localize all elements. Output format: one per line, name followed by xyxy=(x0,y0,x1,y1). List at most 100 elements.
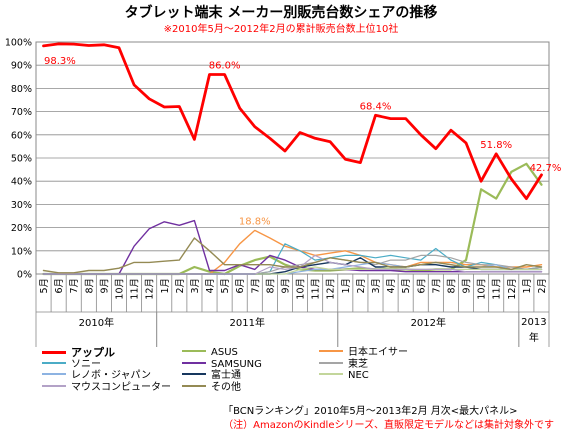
line-chart: 0%10%20%30%40%50%60%70%80%90%100%5月 6月 7月 8… xyxy=(5,38,562,347)
legend-label: レノボ・ジャパン xyxy=(71,370,151,381)
x-tick-label: 9月 xyxy=(280,278,291,294)
year-label: 2010年 xyxy=(79,316,114,329)
legend-label: 日本エイサー xyxy=(348,347,408,358)
x-tick-label: 8月 xyxy=(446,278,457,294)
x-tick-label: 2月 xyxy=(175,278,186,294)
legend-item: ASUS xyxy=(182,347,238,358)
y-tick-label: 0% xyxy=(17,270,32,281)
legend-label: マウスコンピューター xyxy=(71,381,171,393)
legend-item: レノボ・ジャパン xyxy=(42,370,151,381)
legend-label: アップル xyxy=(71,346,115,359)
y-tick-label: 60% xyxy=(11,130,32,141)
series-line xyxy=(42,237,543,274)
year-label-suffix: 年 xyxy=(529,331,539,344)
legend-item: その他 xyxy=(182,382,241,393)
x-tick-label: 5月 xyxy=(401,278,412,294)
y-tick-label: 70% xyxy=(11,107,32,118)
data-label: 68.4% xyxy=(360,101,392,112)
x-tick-label: 10月 xyxy=(477,278,488,300)
legend-item: 日本エイサー xyxy=(319,347,408,358)
legend-item: 東芝 xyxy=(319,359,368,370)
y-tick-label: 40% xyxy=(11,177,32,188)
legend-label: その他 xyxy=(211,381,241,393)
data-label: 51.8% xyxy=(480,140,512,151)
x-tick-label: 6月 xyxy=(416,278,427,294)
y-tick-label: 90% xyxy=(11,61,32,72)
x-tick-label: 9月 xyxy=(99,278,110,294)
legend-item: 富士通 xyxy=(182,370,241,381)
year-label: 2013 xyxy=(521,317,546,328)
legend-item: ソニー xyxy=(42,359,101,370)
legend-swatch xyxy=(182,373,206,375)
x-tick-label: 7月 xyxy=(431,278,442,294)
legend-label: SAMSUNG xyxy=(211,358,262,370)
y-tick-label: 80% xyxy=(11,84,32,95)
data-label: 98.3% xyxy=(44,56,76,67)
x-tick-label: 2月 xyxy=(356,278,367,294)
legend-swatch xyxy=(182,361,206,364)
legend-swatch xyxy=(319,361,343,364)
x-tick-label: 12月 xyxy=(507,278,518,300)
legend-swatch xyxy=(42,384,66,387)
y-tick-label: 50% xyxy=(11,154,32,165)
y-tick-label: 10% xyxy=(11,246,32,257)
x-tick-label: 4月 xyxy=(205,278,216,294)
legend-swatch xyxy=(42,373,66,375)
data-label: 42.7% xyxy=(530,163,562,174)
x-tick-label: 6月 xyxy=(235,278,246,294)
data-label: 86.0% xyxy=(209,60,241,71)
series-line xyxy=(42,219,543,275)
x-tick-label: 12月 xyxy=(326,278,337,300)
legend-item: アップル xyxy=(42,347,115,359)
y-tick-label: 100% xyxy=(5,38,32,49)
notes: 「BCNランキング」2010年5月～2013年2月 月次<最大パネル> （注）A… xyxy=(223,405,554,433)
x-tick-label: 1月 xyxy=(522,278,533,294)
series-line xyxy=(42,42,543,201)
x-tick-label: 12月 xyxy=(145,278,156,300)
x-tick-label: 5月 xyxy=(39,278,50,294)
x-tick-label: 5月 xyxy=(220,278,231,294)
x-tick-label: 8月 xyxy=(265,278,276,294)
year-label: 2012年 xyxy=(411,316,446,329)
data-label: 18.8% xyxy=(239,216,271,227)
source-note: 「BCNランキング」2010年5月～2013年2月 月次<最大パネル> xyxy=(223,406,518,417)
x-tick-label: 10月 xyxy=(296,278,307,300)
chart-subtitle: ※2010年5月～2012年2月の累計販売台数上位10社 xyxy=(163,24,399,35)
x-tick-label: 11月 xyxy=(492,278,503,300)
disclaimer-note: （注）AmazonのKindleシリーズ、直販限定モデルなどは集計対象外です xyxy=(223,420,554,431)
x-tick-label: 4月 xyxy=(386,278,397,294)
x-tick-label: 1月 xyxy=(341,278,352,294)
x-tick-label: 11月 xyxy=(130,278,141,300)
legend-swatch xyxy=(42,361,66,364)
legend-label: 東芝 xyxy=(348,358,368,370)
x-tick-label: 1月 xyxy=(160,278,171,294)
x-tick-label: 11月 xyxy=(311,278,322,300)
legend-item: SAMSUNG xyxy=(182,359,262,370)
legend-label: NEC xyxy=(348,370,369,381)
x-tick-label: 9月 xyxy=(462,278,473,294)
x-tick-label: 2月 xyxy=(537,278,548,294)
legend-label: ASUS xyxy=(211,347,238,358)
series-line xyxy=(42,254,543,275)
legend-swatch xyxy=(182,384,206,387)
x-tick-label: 7月 xyxy=(69,278,80,294)
chart-title: タブレット端末 メーカー別販売台数シェアの推移 xyxy=(124,5,438,21)
legend-label: ソニー xyxy=(71,358,101,370)
x-tick-label: 8月 xyxy=(84,278,95,294)
x-tick-label: 3月 xyxy=(371,278,382,294)
y-tick-label: 20% xyxy=(11,223,32,234)
x-tick-label: 6月 xyxy=(54,278,65,294)
legend-item: NEC xyxy=(319,370,369,381)
legend-item: マウスコンピューター xyxy=(42,382,171,393)
legend: アップル ASUS 日本エイサーソニー SAMSUNG 東芝レノボ・ジャパン 富士通 NEC… xyxy=(42,347,562,403)
legend-swatch xyxy=(182,350,206,352)
x-tick-label: 7月 xyxy=(250,278,261,294)
x-tick-label: 10月 xyxy=(114,278,125,300)
legend-swatch xyxy=(42,350,66,354)
legend-swatch xyxy=(319,350,343,352)
y-tick-label: 30% xyxy=(11,200,32,211)
year-label: 2011年 xyxy=(230,316,265,329)
legend-swatch xyxy=(319,373,343,375)
legend-label: 富士通 xyxy=(211,370,241,381)
x-tick-label: 3月 xyxy=(190,278,201,294)
